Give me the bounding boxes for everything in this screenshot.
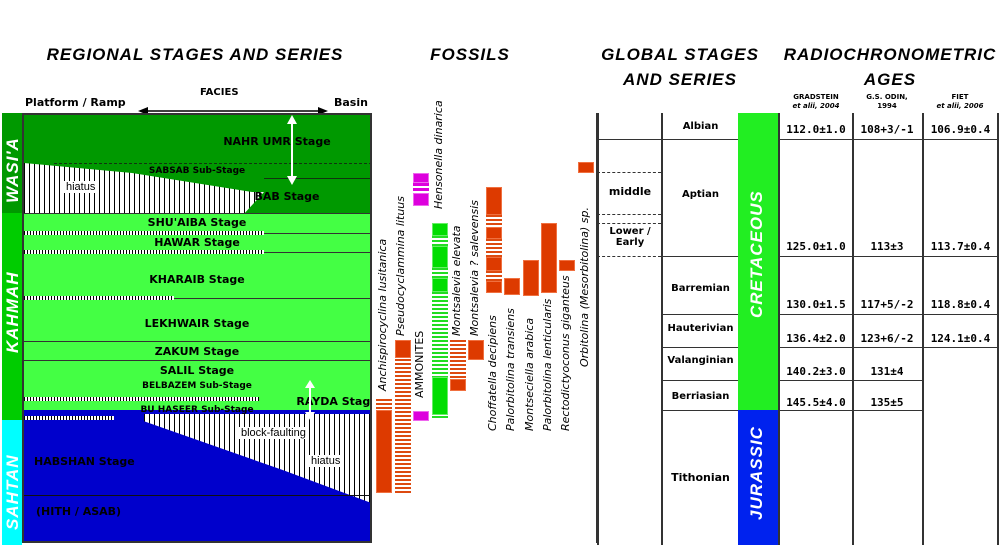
fossil-palorbitolina-transiens: Palorbitolina transiens <box>504 308 517 431</box>
fossil-montsalevia-elevata: Montsalevia elevata <box>450 225 463 337</box>
series-wasia: WASI'A <box>2 113 22 213</box>
global-stage-albian: Albian <box>682 121 719 132</box>
substage-middle: middle <box>608 185 652 198</box>
radio-header-line2: AGES <box>863 70 917 89</box>
global-stage-hauterivian: Hauterivian <box>667 323 734 334</box>
fossil-ammonites: AMMONITES <box>413 330 426 398</box>
radio-col-gradstein: GRADSTEIN et alii, 2004 <box>792 93 840 110</box>
radio-header-line1: RADIOCHRONOMETRIC <box>783 45 997 64</box>
age-barremian-fiet: 118.8±0.4 <box>930 298 991 311</box>
global-stage-barremian: Barremian <box>671 283 730 294</box>
fossil-palorbitolina-lenticularis: Palorbitolina lenticularis <box>541 298 554 431</box>
age-albian-gradstein: 112.0±1.0 <box>786 123 846 136</box>
stage-bab: BAB Stage <box>254 190 320 203</box>
stage-rayda: RAYDA Stage <box>296 395 372 408</box>
stage-salil: SALIL Stage <box>159 364 235 377</box>
fossil-rectodictyoconus: Rectodictyoconus giganteus <box>559 275 572 431</box>
stage-nahr-umr: NAHR UMR Stage <box>223 135 331 148</box>
radio-col-odin: G.S. ODIN, 1994 <box>866 93 908 110</box>
age-hauterivian-fiet: 124.1±0.4 <box>930 332 991 345</box>
block-faulting-label: block-faulting <box>239 427 308 439</box>
global-stage-tithonian: Tithonian <box>671 471 730 484</box>
stage-belbazem: BELBAZEM Sub-Stage <box>142 381 252 391</box>
stage-lekhwair: LEKHWAIR Stage <box>144 317 250 330</box>
stage-hith-asab: (HITH / ASAB) <box>36 505 122 518</box>
age-berriasian-gradstein: 145.5±4.0 <box>786 396 846 409</box>
stage-zakum: ZAKUM Stage <box>154 345 240 358</box>
stage-sabsab: SABSAB Sub-Stage <box>148 166 246 176</box>
global-header-line1: GLOBAL STAGES <box>601 45 759 64</box>
facies-arrow <box>138 100 328 115</box>
fossils-panel: Anchispirocyclina lusitanica Pseudocycla… <box>372 100 598 543</box>
rayda-arrow-icon <box>305 380 315 420</box>
age-aptian-odin: 113±3 <box>870 240 904 253</box>
fossil-hensonella: Hensonella dinarica <box>432 100 445 209</box>
age-barremian-gradstein: 130.0±1.5 <box>786 298 846 311</box>
age-barremian-odin: 117+5/-2 <box>860 298 914 311</box>
facies-label: FACIES <box>200 87 239 98</box>
nahr-umr-arrow-icon <box>287 115 297 185</box>
system-jurassic: JURASSIC <box>738 410 778 545</box>
age-valanginian-gradstein: 140.2±3.0 <box>786 365 846 378</box>
regional-stages-panel: hiatus block-faulting hiatus NAHR UMR St… <box>22 113 372 543</box>
global-header-line2: AND SERIES <box>623 70 737 89</box>
fossils-header: FOSSILS <box>430 45 510 64</box>
fossil-anchispirocyclina: Anchispirocyclina lusitanica <box>376 238 389 391</box>
fossil-orbitolina: Orbitolina (Mesorbitolina) sp. <box>578 206 591 367</box>
fossil-pseudocyclammina: Pseudocyclammina lituus <box>394 195 407 336</box>
fossil-montseciella: Montseciella arabica <box>523 317 536 431</box>
system-cretaceous: CRETACEOUS <box>738 113 778 410</box>
stage-shuaiba: SHU'AIBA Stage <box>147 216 247 229</box>
age-aptian-gradstein: 125.0±1.0 <box>786 240 846 253</box>
facies-right-label: Basin <box>334 96 368 109</box>
stage-habshan: HABSHAN Stage <box>34 455 135 468</box>
age-albian-fiet: 106.9±0.4 <box>930 123 991 136</box>
fossil-montsalevia-salevensis: Montsalevia ? salevensis <box>468 199 481 336</box>
global-stage-berriasian: Berriasian <box>671 391 730 402</box>
hiatus-label-bottom: hiatus <box>309 455 343 467</box>
age-valanginian-odin: 131±4 <box>870 365 904 378</box>
stage-bu-haseer: BU HASEER Sub-Stage <box>140 405 254 415</box>
regional-header: REGIONAL STAGES AND SERIES <box>46 45 344 64</box>
age-hauterivian-odin: 123+6/-2 <box>860 332 914 345</box>
stage-kharaib: KHARAIB Stage <box>149 273 245 286</box>
series-kahmah: KAHMAH <box>2 213 22 420</box>
age-albian-odin: 108+3/-1 <box>860 123 914 136</box>
fossil-choffatella: Choffatella decipiens <box>486 315 499 431</box>
stage-hawar: HAWAR Stage <box>154 236 240 249</box>
age-aptian-fiet: 113.7±0.4 <box>930 240 991 253</box>
hiatus-label-top: hiatus <box>64 181 98 193</box>
global-stage-valanginian: Valanginian <box>667 355 734 366</box>
radio-col-fiet: FIET et alii, 2006 <box>936 93 984 110</box>
facies-left-label: Platform / Ramp <box>25 96 126 109</box>
substage-lower-early: Lower / Early <box>609 226 651 248</box>
age-hauterivian-gradstein: 136.4±2.0 <box>786 332 846 345</box>
global-stage-aptian: Aptian <box>682 189 719 200</box>
series-sahtan: SAHTAN <box>2 420 22 545</box>
age-berriasian-odin: 135±5 <box>870 396 904 409</box>
